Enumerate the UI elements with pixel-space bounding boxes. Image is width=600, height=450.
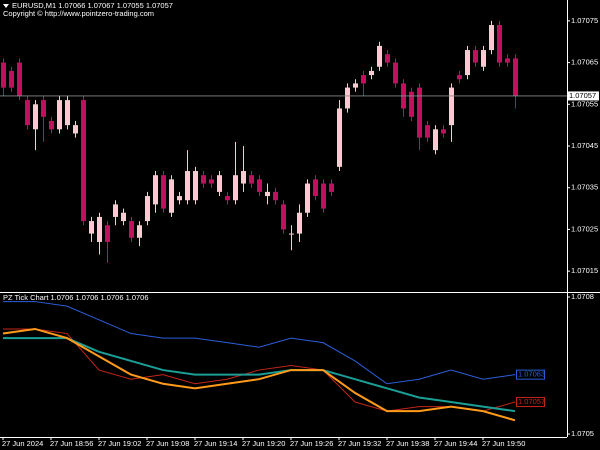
current-price-label: 1.07057 bbox=[569, 91, 596, 100]
candle-body bbox=[321, 183, 326, 209]
y-tick-label: 1.07025 bbox=[571, 224, 598, 233]
value-box bbox=[516, 369, 545, 380]
candle-body bbox=[265, 191, 270, 197]
indicator-line bbox=[3, 337, 516, 413]
candle-body bbox=[361, 75, 366, 84]
candle-body bbox=[65, 100, 70, 126]
candle-body bbox=[97, 216, 102, 242]
x-tick-label: 27 Jun 19:38 bbox=[386, 439, 429, 448]
candle-body bbox=[417, 87, 422, 138]
candle-body bbox=[89, 221, 94, 234]
candle-body bbox=[377, 45, 382, 67]
x-tick-label: 27 Jun 19:20 bbox=[242, 439, 285, 448]
candle-body bbox=[257, 179, 262, 192]
copyright: Copyright © http://www.pointzero-trading… bbox=[3, 9, 154, 18]
symbol-title: EURUSD,M1 1.07066 1.07067 1.07055 1.0705… bbox=[12, 1, 173, 10]
candle-body bbox=[113, 204, 118, 217]
candle-body bbox=[137, 225, 142, 238]
candle-body bbox=[49, 120, 54, 130]
x-tick-label: 27 Jun 19:08 bbox=[146, 439, 189, 448]
candle-body bbox=[17, 62, 22, 96]
candle-body bbox=[161, 175, 166, 209]
candle-body bbox=[169, 179, 174, 213]
candle-body bbox=[25, 100, 30, 126]
candle-body bbox=[473, 50, 478, 63]
x-tick-label: 27 Jun 2024 bbox=[2, 439, 43, 448]
y-tick-label: 1.07065 bbox=[571, 58, 598, 67]
candle-body bbox=[201, 175, 206, 184]
y-tick-label: 1.07075 bbox=[571, 16, 598, 25]
candle-body bbox=[193, 171, 198, 201]
candle-body bbox=[129, 221, 134, 238]
value-box-label: 1.07057 bbox=[518, 397, 545, 406]
candle-body bbox=[57, 100, 62, 130]
x-tick-label: 27 Jun 19:02 bbox=[98, 439, 141, 448]
candle-body bbox=[337, 108, 342, 167]
candle-body bbox=[449, 87, 454, 126]
x-tick-label: 27 Jun 19:50 bbox=[482, 439, 525, 448]
current-price-box bbox=[568, 91, 599, 101]
candle-body bbox=[185, 171, 190, 201]
candle-body bbox=[345, 87, 350, 109]
candle-body bbox=[505, 58, 510, 63]
candle-body bbox=[281, 204, 286, 230]
candle-body bbox=[145, 196, 150, 222]
candle-body bbox=[393, 62, 398, 84]
candle-body bbox=[513, 58, 518, 96]
candle-body bbox=[433, 129, 438, 151]
y-tick-label: 1.07015 bbox=[571, 266, 598, 275]
y-tick-label: 1.07045 bbox=[571, 141, 598, 150]
candle-body bbox=[81, 100, 86, 222]
candle-body bbox=[481, 50, 486, 67]
candle-body bbox=[105, 225, 110, 242]
candle-body bbox=[425, 125, 430, 138]
candle-body bbox=[217, 175, 222, 192]
candle-body bbox=[233, 175, 238, 201]
candle-body bbox=[497, 25, 502, 63]
x-tick-label: 27 Jun 19:14 bbox=[194, 439, 237, 448]
candle-body bbox=[225, 196, 230, 201]
candle-body bbox=[385, 54, 390, 63]
x-tick-label: 27 Jun 19:26 bbox=[290, 439, 333, 448]
y-tick-label: 1.07055 bbox=[571, 99, 598, 108]
candle-body bbox=[121, 212, 126, 222]
candle-body bbox=[305, 183, 310, 213]
candle-body bbox=[177, 196, 182, 201]
indicator-line bbox=[3, 328, 516, 412]
y-tick-label: 1.0708 bbox=[571, 292, 594, 301]
candle-body bbox=[1, 62, 6, 88]
candle-body bbox=[297, 212, 302, 234]
candle-body bbox=[249, 175, 254, 184]
candle-body bbox=[33, 104, 38, 130]
indicator-line bbox=[2, 327, 516, 422]
menu-triangle[interactable] bbox=[3, 4, 9, 8]
candle-body bbox=[441, 129, 446, 134]
candle-body bbox=[41, 100, 46, 117]
indicator-title: PZ Tick Chart 1.0706 1.0706 1.0706 1.070… bbox=[3, 293, 149, 302]
candle-body bbox=[153, 175, 158, 205]
candle-body bbox=[73, 125, 78, 134]
candle-body bbox=[241, 171, 246, 184]
candle-body bbox=[273, 191, 278, 201]
y-tick-label: 1.0705 bbox=[571, 429, 594, 438]
value-box-label: 1.07063 bbox=[518, 370, 545, 379]
candle-body bbox=[313, 179, 318, 197]
candle-body bbox=[465, 50, 470, 76]
y-tick-label: 1.07035 bbox=[571, 183, 598, 192]
candle-body bbox=[369, 70, 374, 76]
candle-body bbox=[329, 183, 334, 192]
candle-body bbox=[353, 83, 358, 88]
x-tick-label: 27 Jun 18:56 bbox=[50, 439, 93, 448]
candle-body bbox=[489, 25, 494, 51]
x-tick-label: 27 Jun 19:44 bbox=[434, 439, 477, 448]
indicator-line bbox=[3, 301, 516, 385]
candle-body bbox=[409, 91, 414, 117]
candle-body bbox=[457, 75, 462, 80]
x-tick-label: 27 Jun 19:32 bbox=[338, 439, 381, 448]
candle-body bbox=[289, 233, 294, 235]
value-box bbox=[516, 397, 545, 408]
candle-body bbox=[9, 70, 14, 88]
candle-body bbox=[209, 179, 214, 184]
